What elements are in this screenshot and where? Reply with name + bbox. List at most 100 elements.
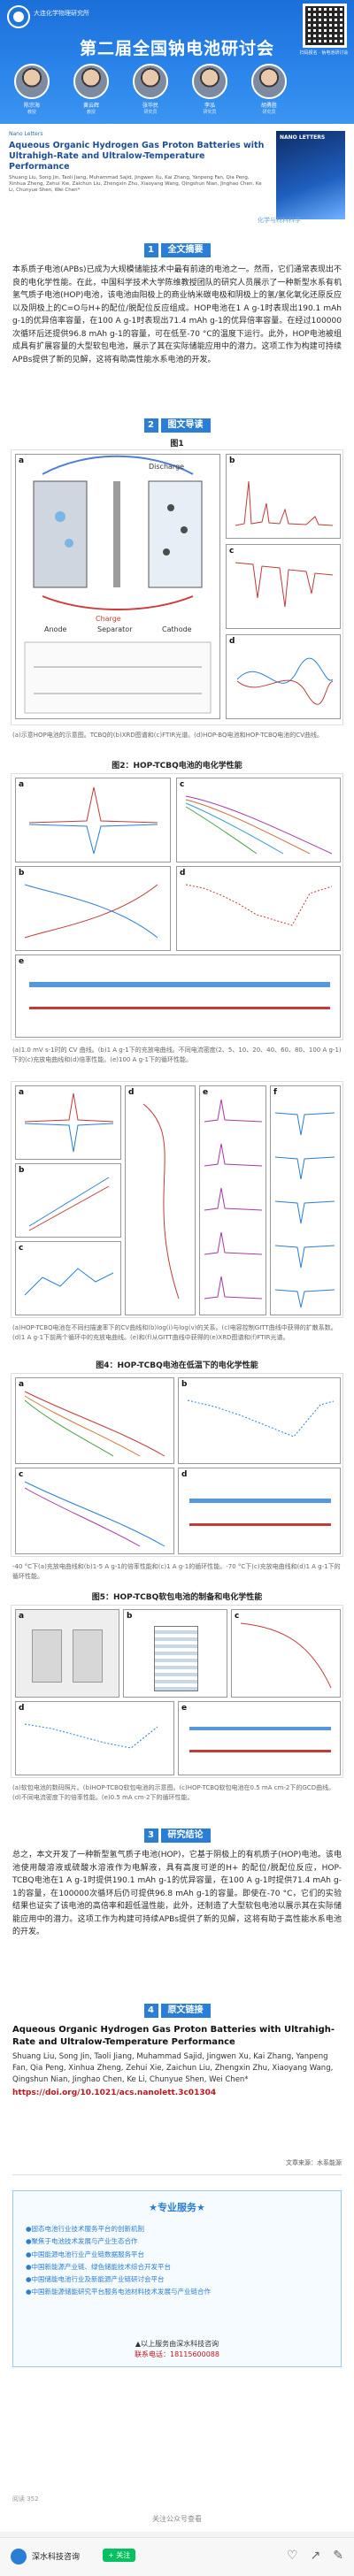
figure-2: a c b d e xyxy=(11,773,343,1040)
figure-4: a b c d xyxy=(11,1373,343,1557)
panel-label: d xyxy=(19,1704,25,1713)
speaker-title: 研究员 xyxy=(143,110,158,115)
article-source: 文章来源：水系能源 xyxy=(286,2159,342,2166)
speaker-title: 研究员 xyxy=(203,110,217,115)
section-title: 研究结论 xyxy=(160,1828,211,1843)
comment-icon[interactable]: ✎ xyxy=(333,2549,343,2563)
qr-caption: 扫码报名 · 钠电池研讨会 xyxy=(299,50,349,56)
figure-2-caption: (a)1.0 mV s-1时的 CV 曲线。(b)1 A g-1下的充放电曲线。… xyxy=(12,1046,342,1063)
speaker-list: 陈宗海 教授 黄云辉 教授 张华民 研究员 李泓 研究员 胡勇胜 研究员 xyxy=(9,64,292,115)
journal-name: Nano Letters xyxy=(9,131,43,137)
rate-performance xyxy=(185,884,333,926)
figure-1-caption: (a)示意HOP电池的示意图。TCBQ的(b)XRD图谱和(c)FTIR光谱。(… xyxy=(12,732,323,739)
promo-phone[interactable]: 联系电话：18115600088 xyxy=(135,2350,219,2358)
anode-electrode xyxy=(33,480,88,588)
log-plot xyxy=(28,1177,110,1231)
institute-logo-icon xyxy=(7,5,30,28)
promo-footer: ▲以上服务由深水科技咨询 xyxy=(135,2340,219,2348)
abstract-text: 本系质子电池(APBs)已成为大规模储能技术中最有前途的电池之一。然而，它们通常… xyxy=(12,265,342,365)
section-title: 全文摘要 xyxy=(160,242,211,257)
figure-1: a Discharge Charge Anode Separator Catho… xyxy=(11,449,343,725)
reaction-scheme xyxy=(24,641,212,714)
account-name[interactable]: 深水科技咨询 xyxy=(32,2553,81,2562)
separator xyxy=(113,481,120,587)
share-icon[interactable]: ↗ xyxy=(310,2549,321,2563)
journal-cover: NANO LETTERS xyxy=(276,131,345,219)
separator-label: Separator xyxy=(97,625,133,633)
conclusion-text: 总之，本文开发了一种新型氢气质子电池(HOP)，它基于阴极上的有机质子(HOP)… xyxy=(12,1851,342,1937)
banner-org: 大连化学物理研究所 xyxy=(34,10,89,17)
speaker-name: 张华民 xyxy=(142,103,158,109)
panel-label: f xyxy=(273,1088,277,1097)
low-temp-gcd xyxy=(24,1391,165,1457)
reference-block: Aqueous Organic Hydrogen Gas Proton Batt… xyxy=(12,2024,342,2097)
speaker-photo xyxy=(14,64,50,99)
account-avatar[interactable] xyxy=(11,2549,27,2564)
panel-label: e xyxy=(181,1704,188,1713)
panel-label: a xyxy=(19,1380,25,1389)
charge-discharge-curves xyxy=(185,795,333,855)
read-more-link[interactable]: 关注公众号查看 xyxy=(152,2515,202,2523)
speaker: 胡勇胜 研究员 xyxy=(246,64,292,115)
fig2-panel-b: b xyxy=(15,866,171,951)
panel-label: b xyxy=(19,869,25,878)
figure-3-caption: (a)HOP-TCBQ电池在不同扫描速率下的CV曲线和(b)log(i)与log… xyxy=(12,1324,337,1341)
figure-4-caption: -40 °C下(a)充放电曲线和(b)1-5 A g-1的倍率性能和(c)1 A… xyxy=(12,1563,341,1580)
low-temp-rate xyxy=(187,1399,335,1438)
figure-5: a b c d e xyxy=(11,1605,343,1778)
fig5-panel-b: b xyxy=(123,1609,227,1698)
panel-label: d xyxy=(229,637,235,646)
fig5-panel-d: d xyxy=(15,1701,174,1775)
follow-button[interactable]: + 关注 xyxy=(103,2549,136,2562)
paper-authors: Shuang Liu, Song Jin, Taoli Jiang, Muham… xyxy=(9,174,262,193)
pouch-cycling xyxy=(189,1727,331,1752)
promo-item: ●中国新能源产业链、绿色储能技术综合开发平台 xyxy=(26,2262,172,2271)
ultralow-temp-cycling xyxy=(189,1499,331,1526)
promo-item: ●中国能源电池行业产业链数据服务平台 xyxy=(26,2250,145,2258)
speaker: 陈宗海 教授 xyxy=(9,64,55,115)
fig1-panel-d: d xyxy=(226,634,341,719)
conference-banner[interactable]: 大连化学物理研究所 扫码报名 · 钠电池研讨会 第二届全国钠电池研讨会 陈宗海教… xyxy=(0,0,354,124)
section-title: 图文导读 xyxy=(160,418,211,433)
figure-3: a b c d e f xyxy=(11,1081,343,1318)
fig3-panel-e: e xyxy=(199,1085,266,1315)
molecule-dot xyxy=(167,504,174,511)
fig4-panel-d: d xyxy=(178,1468,341,1554)
section-number: 4 xyxy=(143,2003,158,2018)
panel-label: b xyxy=(19,1166,25,1175)
speaker-photo xyxy=(192,64,227,99)
figure-5-caption: (a)软包电池的数码照片。(b)HOP-TCBQ软包电池的示意图。(c)HOP-… xyxy=(12,1784,335,1801)
battery-schematic: Discharge Charge Anode Separator Cathode xyxy=(24,455,212,714)
promo-box: ★专业服务★ ●固态电池行业技术服务平台的创新机制 ●聚焦于电池技术发展与产业生… xyxy=(12,2190,342,2367)
panel-label: d xyxy=(180,869,186,878)
discharge-arrow xyxy=(42,455,194,475)
cover-title: NANO LETTERS xyxy=(280,134,326,141)
section-number: 3 xyxy=(143,1828,158,1843)
panel-label: c xyxy=(19,1470,24,1479)
promo-heading: ★专业服务★ xyxy=(149,2202,205,2213)
fig2-panel-c: c xyxy=(176,778,341,862)
gcd-curves xyxy=(24,884,158,939)
cv-curves xyxy=(28,786,158,855)
fig1-panel-b: b xyxy=(226,454,341,539)
promo-list: ●固态电池行业技术服务平台的创新机制 ●聚焦于电池技术发展与产业生态合作 ●中国… xyxy=(26,2223,328,2299)
promo-item: ●中国新能源储能研究平台服务电池材料技术发展与产业链合作 xyxy=(26,2288,212,2296)
qr-code-icon[interactable] xyxy=(303,4,347,48)
cathode-label: Cathode xyxy=(162,625,192,633)
xrd-stack xyxy=(204,1099,263,1300)
figure-5-title: 图5：HOP-TCBQ软包电池的制备和电化学性能 xyxy=(91,1593,263,1602)
fig3-panel-d: d xyxy=(125,1085,196,1315)
fig4-panel-c: c xyxy=(15,1468,174,1554)
like-icon[interactable]: ♡ xyxy=(286,2549,298,2563)
ftir-plot xyxy=(235,562,334,608)
panel-label: a xyxy=(19,456,25,465)
fig1-panel-c: c xyxy=(226,544,341,629)
diffusion-plot xyxy=(24,1268,114,1296)
h2-bubble xyxy=(55,511,65,522)
ftir-stack xyxy=(274,1112,335,1308)
fig5-panel-a: a xyxy=(15,1609,119,1698)
reference-doi-link[interactable]: https://doi.org/10.1021/acs.nanolett.3c0… xyxy=(12,2088,217,2097)
panel-label: e xyxy=(203,1088,209,1097)
gcd-cycles xyxy=(142,1103,180,1300)
